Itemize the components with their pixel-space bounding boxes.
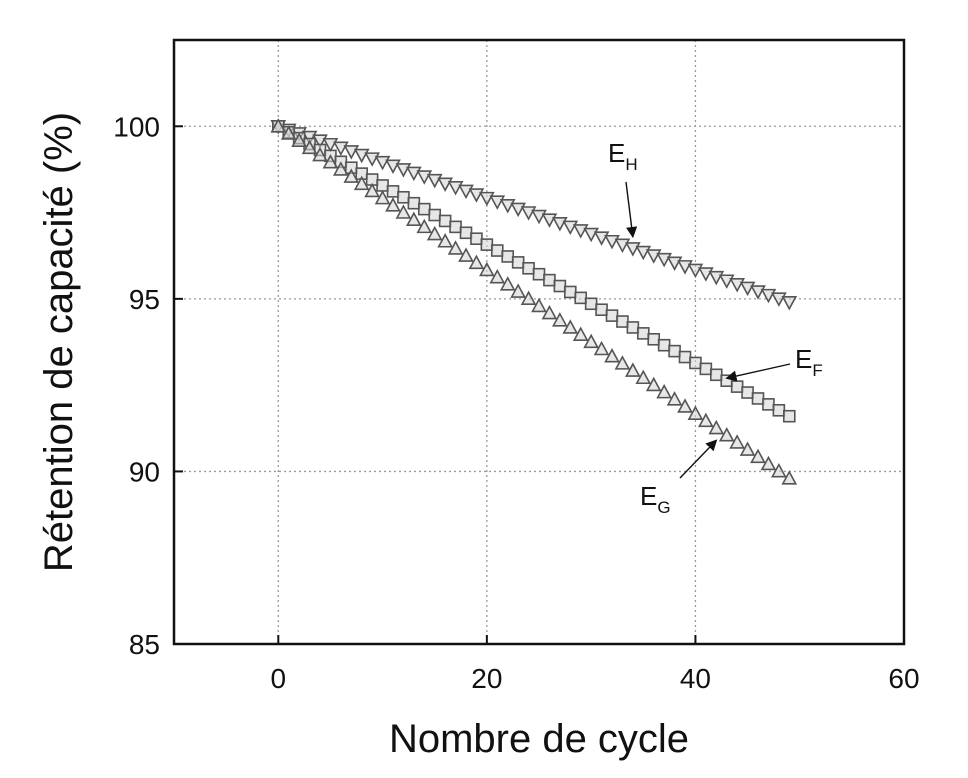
marker-E_F — [419, 204, 430, 215]
y-axis-label: Rétention de capacité (%) — [37, 112, 81, 572]
arrow-E_F — [727, 364, 790, 378]
marker-E_G — [752, 450, 765, 462]
y-tick-label: 85 — [129, 629, 160, 660]
data-markers — [272, 120, 796, 484]
marker-E_G — [710, 422, 723, 434]
marker-E_G — [595, 343, 608, 355]
marker-E_F — [638, 328, 649, 339]
marker-E_F — [523, 263, 534, 274]
marker-E_F — [502, 251, 513, 262]
marker-E_G — [731, 436, 744, 448]
marker-E_G — [616, 357, 629, 369]
x-tick-label: 60 — [888, 663, 919, 694]
marker-E_F — [377, 180, 388, 191]
marker-E_F — [471, 233, 482, 244]
marker-E_G — [501, 278, 514, 290]
marker-E_G — [699, 414, 712, 426]
marker-E_F — [586, 298, 597, 309]
marker-E_F — [565, 286, 576, 297]
series-label-E_F: EF — [795, 344, 823, 380]
marker-E_F — [544, 275, 555, 286]
arrow-E_H — [626, 182, 633, 237]
marker-E_F — [596, 304, 607, 315]
marker-E_F — [575, 292, 586, 303]
x-tick-label: 20 — [471, 663, 502, 694]
marker-E_H — [783, 297, 796, 309]
marker-E_G — [783, 472, 796, 484]
marker-E_G — [574, 328, 587, 340]
marker-E_G — [439, 235, 452, 247]
marker-E_G — [626, 364, 639, 376]
marker-E_F — [680, 352, 691, 363]
marker-E_G — [470, 256, 483, 268]
marker-E_F — [753, 393, 764, 404]
marker-E_G — [647, 378, 660, 390]
marker-E_F — [534, 269, 545, 280]
marker-E_F — [461, 227, 472, 238]
marker-E_F — [617, 316, 628, 327]
marker-E_F — [408, 198, 419, 209]
marker-E_G — [491, 271, 504, 283]
x-axis-label: Nombre de cycle — [389, 717, 689, 761]
marker-E_F — [732, 381, 743, 392]
y-tick-label: 100 — [113, 111, 160, 142]
marker-E_G — [553, 314, 566, 326]
marker-E_F — [648, 334, 659, 345]
marker-E_G — [418, 220, 431, 232]
marker-E_F — [690, 357, 701, 368]
marker-E_F — [492, 245, 503, 256]
marker-E_G — [668, 393, 681, 405]
marker-E_F — [440, 215, 451, 226]
marker-E_G — [460, 249, 473, 261]
marker-E_G — [772, 465, 785, 477]
marker-E_G — [543, 307, 556, 319]
marker-E_F — [554, 281, 565, 292]
marker-E_G — [449, 242, 462, 254]
marker-E_F — [388, 186, 399, 197]
x-tick-label: 40 — [680, 663, 711, 694]
marker-E_G — [512, 285, 525, 297]
marker-E_G — [564, 321, 577, 333]
marker-E_F — [627, 322, 638, 333]
marker-E_G — [689, 407, 702, 419]
marker-E_G — [679, 400, 692, 412]
marker-E_F — [429, 210, 440, 221]
axis-ticks: 0 20 40 60 85 90 95 100 — [113, 111, 919, 694]
marker-E_F — [773, 405, 784, 416]
marker-E_G — [606, 350, 619, 362]
marker-E_G — [480, 263, 493, 275]
series-label-E_H: EH — [608, 138, 638, 174]
y-tick-label: 95 — [129, 284, 160, 315]
marker-E_F — [513, 257, 524, 268]
marker-E_G — [720, 429, 733, 441]
marker-E_F — [763, 399, 774, 410]
marker-E_F — [607, 310, 618, 321]
marker-E_G — [658, 386, 671, 398]
marker-E_F — [669, 346, 680, 357]
marker-E_G — [762, 457, 775, 469]
marker-E_G — [741, 443, 754, 455]
marker-E_F — [711, 369, 722, 380]
x-tick-label: 0 — [270, 663, 286, 694]
y-tick-label: 90 — [129, 456, 160, 487]
marker-E_F — [742, 387, 753, 398]
marker-E_F — [398, 192, 409, 203]
marker-E_G — [533, 299, 546, 311]
marker-E_F — [450, 221, 461, 232]
marker-E_F — [481, 239, 492, 250]
marker-E_F — [659, 340, 670, 351]
marker-E_G — [637, 371, 650, 383]
series-label-E_G: EG — [640, 481, 671, 517]
marker-E_G — [428, 228, 441, 240]
arrow-E_G — [680, 440, 716, 478]
marker-E_F — [700, 363, 711, 374]
marker-E_G — [585, 335, 598, 347]
marker-E_F — [784, 411, 795, 422]
